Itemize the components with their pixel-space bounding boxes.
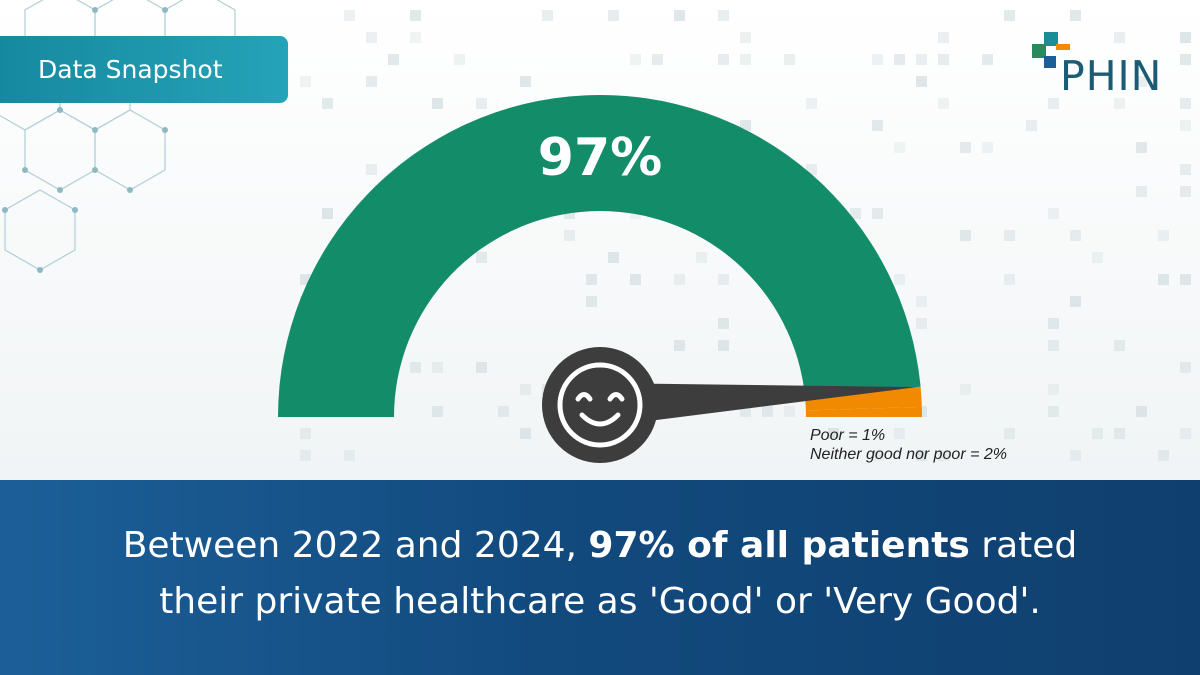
gauge-segment-good-or-very-good	[278, 94, 921, 417]
summary-highlight: 97% of all patients	[588, 525, 970, 566]
logo-text: PHIN	[1060, 52, 1163, 100]
logo-square-blue	[1044, 56, 1056, 68]
summary-line-2: their private healthcare as 'Good' or 'V…	[159, 581, 1041, 622]
gauge-annotations: Poor = 1% Neither good nor poor = 2%	[810, 426, 1007, 464]
smiley-face-icon	[542, 347, 658, 463]
summary-banner: Between 2022 and 2024, 97% of all patien…	[0, 480, 1200, 675]
logo-square-orange	[1056, 44, 1070, 50]
data-snapshot-badge: Data Snapshot	[0, 36, 288, 103]
gauge-headline-value: 97%	[537, 128, 663, 188]
summary-line-1-end: rated	[969, 525, 1078, 566]
gauge-needle	[597, 383, 917, 427]
summary-line-1: Between 2022 and 2024, 97% of all patien…	[0, 518, 1200, 574]
phin-logo: PHIN	[1032, 30, 1172, 100]
logo-square-green	[1032, 44, 1046, 58]
neutral-annotation: Neither good nor poor = 2%	[810, 446, 1008, 463]
satisfaction-gauge	[278, 94, 923, 463]
gauge-segment-neither-good-nor-poor	[805, 386, 922, 411]
gauge-segment-poor	[805, 406, 923, 417]
summary-line-1-start: Between 2022 and 2024,	[122, 525, 589, 566]
logo-square-teal	[1044, 32, 1058, 46]
poor-annotation: Poor = 1%	[810, 427, 886, 444]
